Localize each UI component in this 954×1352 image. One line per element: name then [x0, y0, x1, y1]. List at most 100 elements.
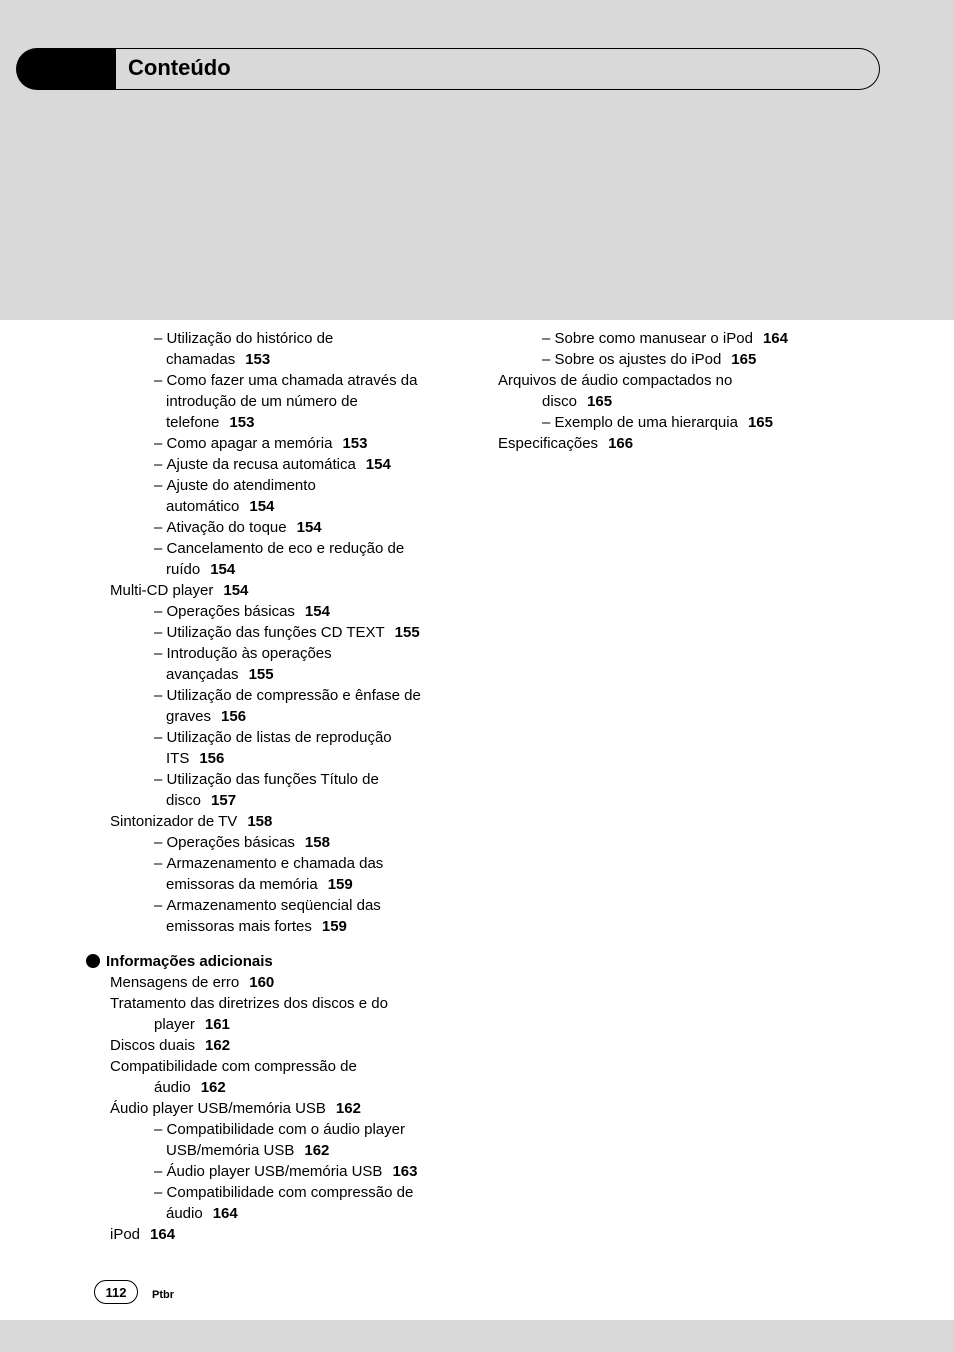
section-heading-text: Informações adicionais: [106, 953, 273, 970]
toc-entry: – Exemplo de uma hierarquia 165: [542, 412, 868, 433]
toc-entry: ruído 154: [166, 559, 480, 580]
toc-entry: – Como apagar a memória 153: [154, 433, 480, 454]
toc-page: 159: [322, 918, 347, 935]
footer: 112 Ptbr: [0, 1274, 954, 1304]
toc-page: 162: [336, 1100, 361, 1117]
toc-page: 153: [245, 351, 270, 368]
dash-icon: –: [154, 540, 167, 557]
toc-entry: – Armazenamento seqüencial das: [154, 895, 480, 916]
toc-text: áudio: [166, 1205, 203, 1222]
toc-entry: automático154: [166, 496, 480, 517]
toc-entry: – Como fazer uma chamada através da: [154, 370, 480, 391]
toc-page: 155: [249, 666, 274, 683]
dash-icon: –: [542, 414, 555, 431]
toc-text: Operações básicas: [167, 603, 295, 620]
toc-text: Ativação do toque: [167, 519, 287, 536]
toc-entry: Compatibilidade com compressão de: [110, 1056, 480, 1077]
toc-entry: – Introdução às operações: [154, 643, 480, 664]
toc-text: áudio: [154, 1079, 191, 1096]
toc-text: Áudio player USB/memória USB: [167, 1163, 383, 1180]
toc-page: 154: [249, 498, 274, 515]
toc-entry: avançadas155: [166, 664, 480, 685]
toc-text: Sintonizador de TV: [110, 813, 237, 830]
toc-page: 162: [205, 1037, 230, 1054]
toc-page: 153: [342, 435, 367, 452]
dash-icon: –: [542, 330, 555, 347]
toc-entry: – Armazenamento e chamada das: [154, 853, 480, 874]
toc-column-right: – Sobre como manusear o iPod164– Sobre o…: [498, 328, 868, 454]
toc-text: Discos duais: [110, 1037, 195, 1054]
toc-text: Exemplo de uma hierarquia: [555, 414, 738, 431]
toc-entry: – Utilização de listas de reprodução: [154, 727, 480, 748]
toc-entry: emissoras da memória159: [166, 874, 480, 895]
toc-text: Introdução às operações: [167, 645, 332, 662]
page-root: Conteúdo – Utilização do histórico decha…: [0, 0, 954, 1352]
toc-entry: – Áudio player USB/memória USB 163: [154, 1161, 480, 1182]
toc-page: 158: [247, 813, 272, 830]
toc-entry: chamadas153: [166, 349, 480, 370]
dash-icon: –: [154, 435, 167, 452]
dash-icon: –: [154, 372, 167, 389]
toc-page: 155: [395, 624, 420, 641]
toc-page: 162: [304, 1142, 329, 1159]
toc-text: emissoras da memória: [166, 876, 318, 893]
toc-page: 153: [229, 414, 254, 431]
language-label: Ptbr: [152, 1289, 174, 1301]
toc-text: Utilização de compressão e ênfase de: [167, 687, 421, 704]
toc-text: ITS: [166, 750, 189, 767]
toc-entry: – Compatibilidade com compressão de: [154, 1182, 480, 1203]
toc-entry: – Operações básicas158: [154, 832, 480, 853]
toc-entry: áudio 164: [166, 1203, 480, 1224]
toc-entry: player161: [154, 1014, 480, 1035]
toc-page: 154: [297, 519, 322, 536]
toc-entry: telefone153: [166, 412, 480, 433]
dash-icon: –: [154, 1121, 167, 1138]
toc-page: 165: [587, 393, 612, 410]
toc-text: introdução de um número de: [166, 393, 358, 410]
toc-entry: ITS 156: [166, 748, 480, 769]
toc-text: Mensagens de erro: [110, 974, 239, 991]
toc-text: Cancelamento de eco e redução de: [167, 540, 405, 557]
dash-icon: –: [154, 1163, 167, 1180]
toc-page: 156: [199, 750, 224, 767]
toc-entry: – Utilização do histórico de: [154, 328, 480, 349]
toc-text: Áudio player USB/memória USB: [110, 1100, 326, 1117]
toc-text: disco: [166, 792, 201, 809]
toc-entry: – Compatibilidade com o áudio player: [154, 1119, 480, 1140]
toc-text: Especificações: [498, 435, 598, 452]
toc-page: 164: [763, 330, 788, 347]
toc-page: 166: [608, 435, 633, 452]
dash-icon: –: [154, 729, 167, 746]
toc-text: disco: [542, 393, 577, 410]
toc-entry: – Operações básicas 154: [154, 601, 480, 622]
toc-text: Ajuste do atendimento: [167, 477, 316, 494]
toc-entry: – Sobre os ajustes do iPod165: [542, 349, 868, 370]
toc-text: Utilização do histórico de: [167, 330, 334, 347]
dash-icon: –: [154, 1184, 167, 1201]
toc-page: 154: [210, 561, 235, 578]
dash-icon: –: [154, 855, 167, 872]
toc-page: 162: [201, 1079, 226, 1096]
toc-text: Como fazer uma chamada através da: [167, 372, 418, 389]
toc-page: 154: [305, 603, 330, 620]
toc-text: Tratamento das diretrizes dos discos e d…: [110, 995, 388, 1012]
dash-icon: –: [154, 603, 167, 620]
toc-text: ruído: [166, 561, 200, 578]
toc-page: 154: [223, 582, 248, 599]
toc-page: 165: [748, 414, 773, 431]
toc-page: 163: [392, 1163, 417, 1180]
toc-entry: graves156: [166, 706, 480, 727]
toc-entry: – Ativação do toque154: [154, 517, 480, 538]
toc-entry: Arquivos de áudio compactados no: [498, 370, 868, 391]
bullet-icon: [86, 954, 100, 968]
toc-page: 164: [213, 1205, 238, 1222]
toc-entry: Especificações 166: [498, 433, 868, 454]
toc-entry: introdução de um número de: [166, 391, 480, 412]
toc-text: Como apagar a memória: [167, 435, 333, 452]
header-band: Conteúdo: [0, 0, 954, 310]
toc-entry: – Ajuste do atendimento: [154, 475, 480, 496]
toc-page: 158: [305, 834, 330, 851]
toc-page: 154: [366, 456, 391, 473]
dash-icon: –: [542, 351, 555, 368]
toc-entry: Discos duais 162: [110, 1035, 480, 1056]
